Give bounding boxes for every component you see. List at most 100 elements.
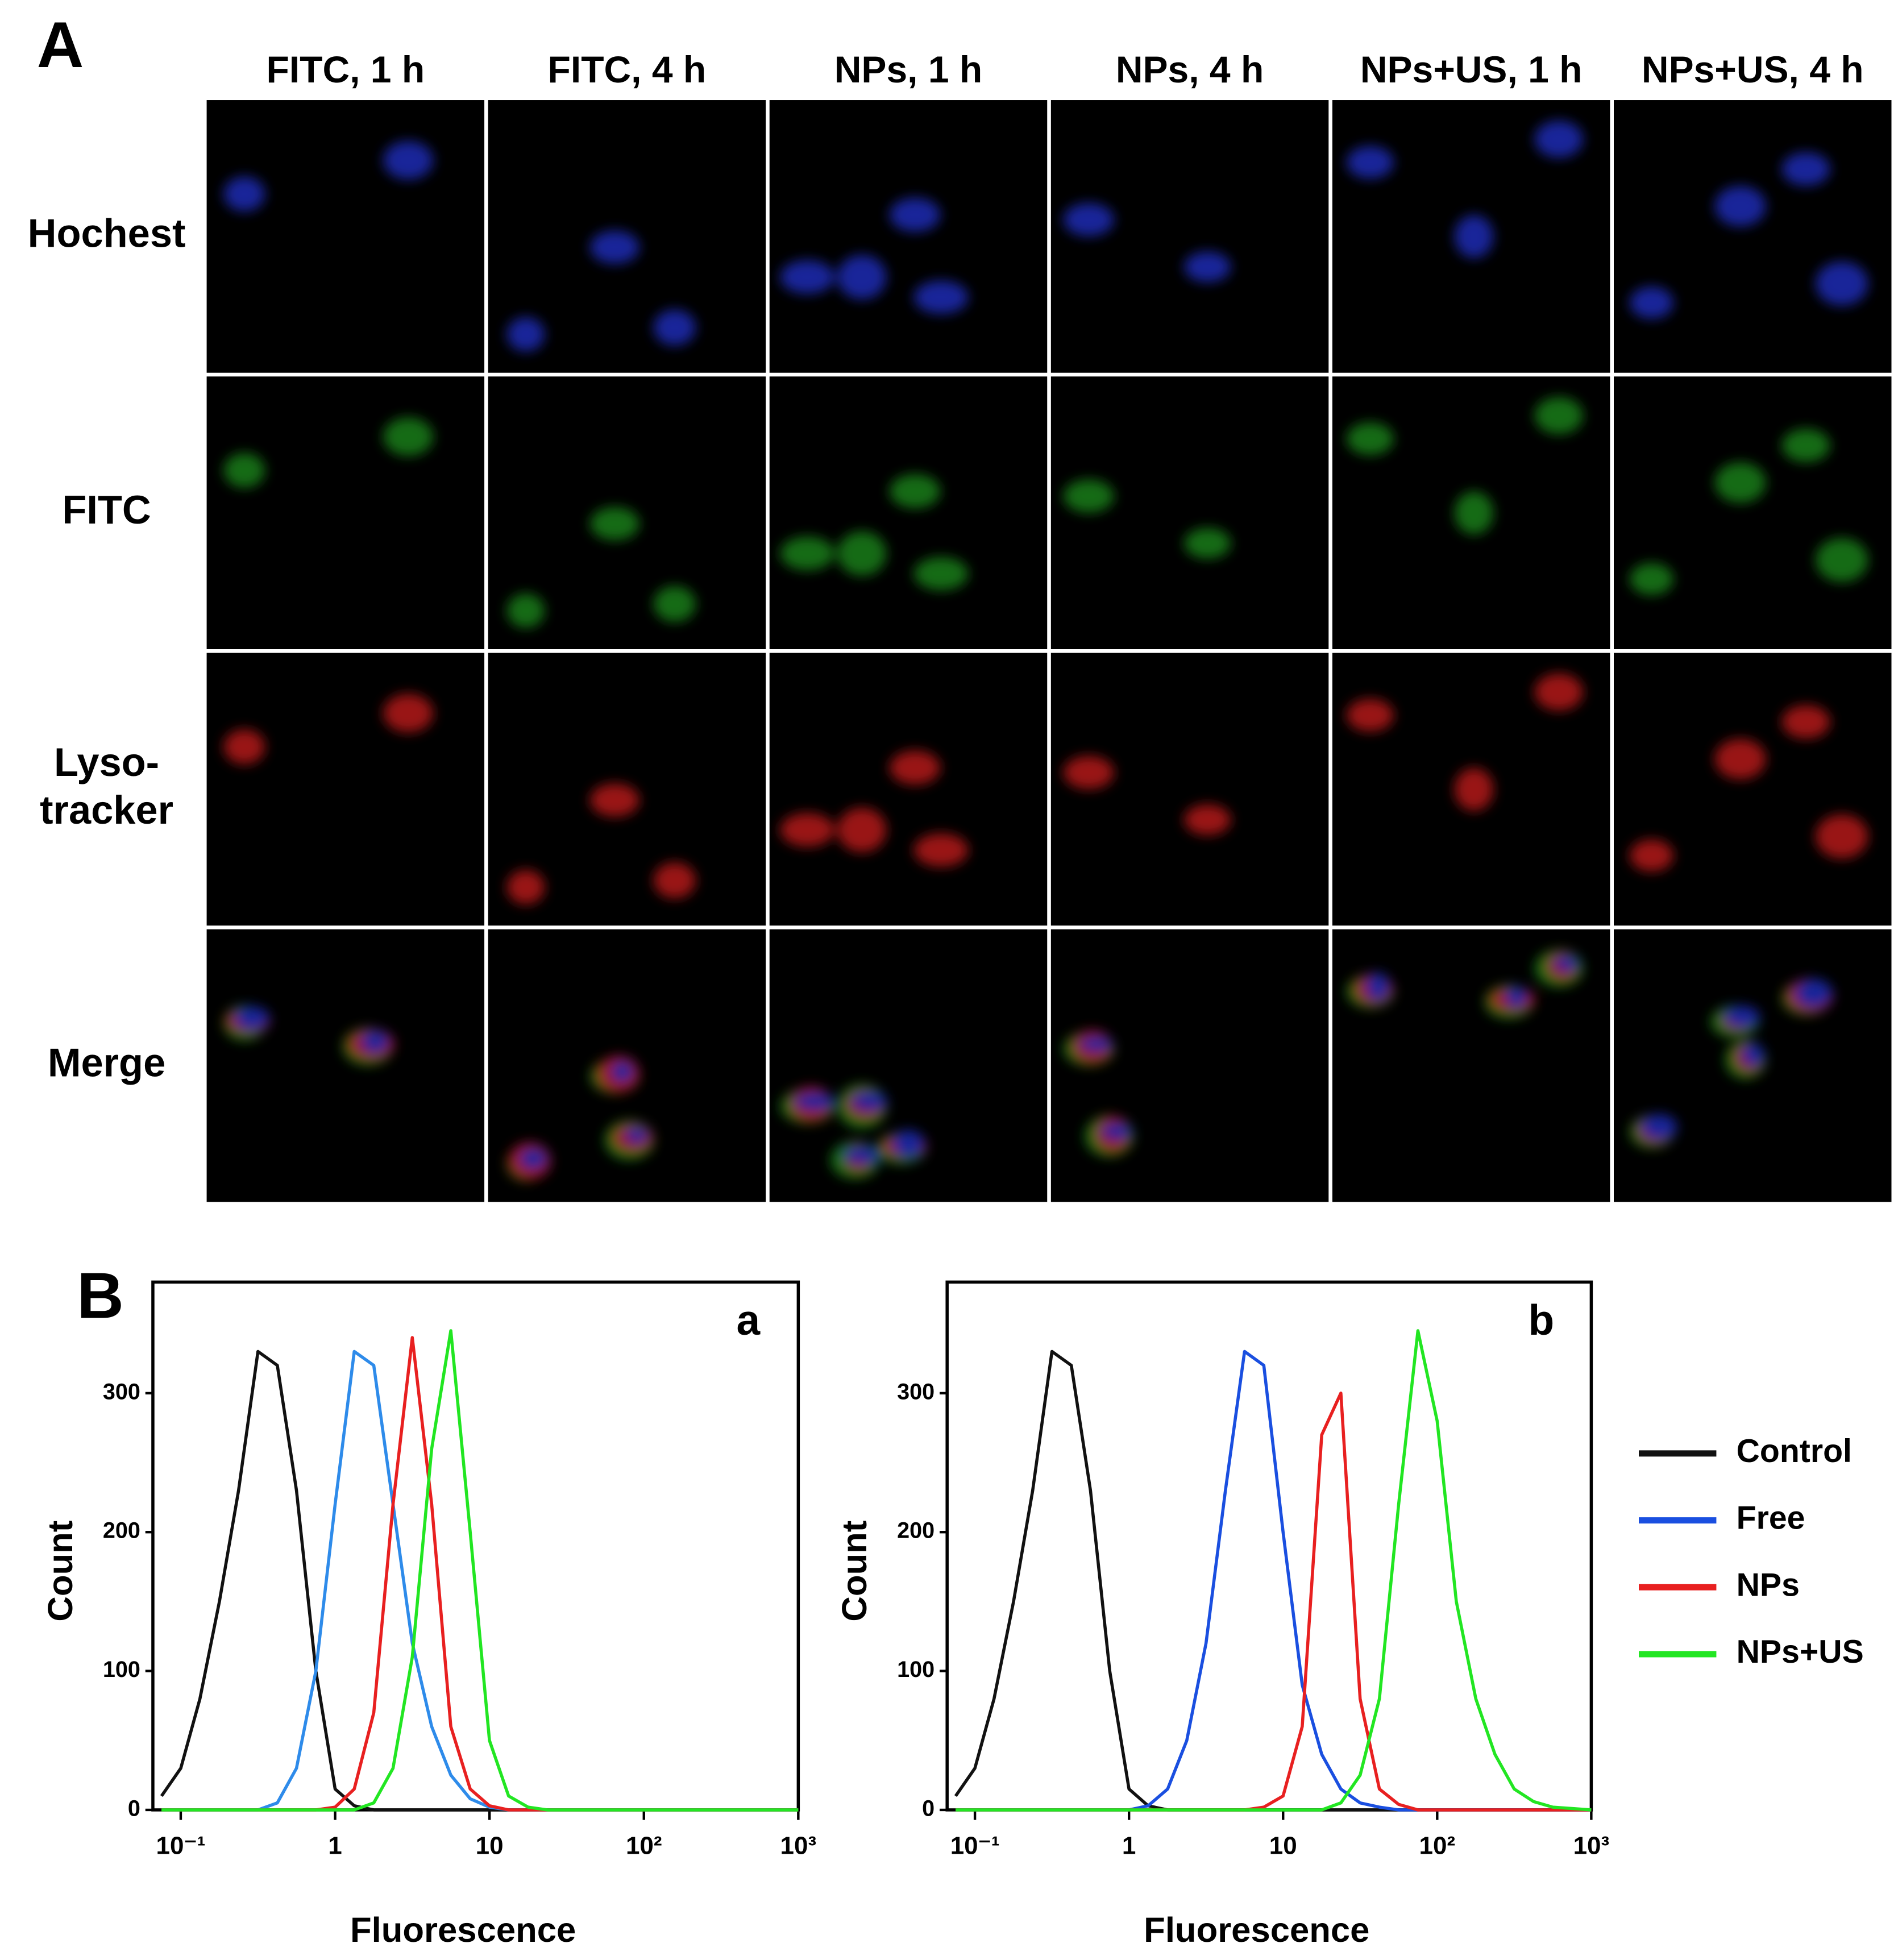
cell (1815, 538, 1868, 582)
cell (383, 694, 434, 733)
cell (506, 317, 545, 352)
micrograph (206, 376, 485, 649)
column-header: NPs+US, 4 h (1642, 48, 1864, 90)
cell (653, 862, 696, 899)
cell (1365, 973, 1390, 1001)
cell (913, 833, 969, 867)
cell (837, 255, 887, 300)
micrograph (769, 376, 1048, 649)
cell (889, 474, 941, 509)
x-tick-label: 10⁻¹ (156, 1832, 206, 1860)
y-tick-label: 100 (897, 1657, 935, 1682)
histogram-line (956, 1329, 1592, 1812)
x-tick-label: 10² (626, 1832, 662, 1860)
cells (780, 1084, 927, 1179)
cell (1781, 152, 1830, 186)
cell (1063, 479, 1114, 513)
cells (506, 230, 696, 352)
x-tick-label: 10³ (1573, 1832, 1610, 1860)
cell (892, 1130, 925, 1157)
cell (1781, 429, 1830, 462)
cell (1630, 839, 1673, 872)
cell (1534, 121, 1583, 158)
micrograph (1050, 653, 1329, 926)
panel-label: A (37, 9, 84, 81)
legend-label: NPs+US (1737, 1634, 1864, 1670)
row-label: Lyso- (54, 740, 159, 784)
cell (780, 536, 834, 571)
cells (1630, 429, 1868, 595)
row-label: Hochest (28, 210, 186, 255)
micrograph (1614, 100, 1892, 373)
y-tick-label: 200 (897, 1518, 935, 1543)
cell (1454, 215, 1494, 258)
x-tick-label: 1 (328, 1832, 342, 1860)
cell (851, 1091, 887, 1111)
cell (1454, 767, 1494, 811)
cell (234, 1006, 269, 1030)
cells (223, 141, 434, 211)
micrograph (1050, 929, 1329, 1202)
micrograph (1050, 376, 1329, 649)
cells (1346, 121, 1583, 258)
y-axis-label: Count (41, 1521, 80, 1622)
cell (520, 1148, 547, 1169)
cells (223, 417, 434, 488)
cells (1063, 755, 1231, 836)
row-label: tracker (40, 787, 173, 832)
cell (506, 593, 545, 628)
micrograph (769, 100, 1048, 373)
y-tick-label: 0 (922, 1796, 935, 1821)
cells (1346, 950, 1583, 1019)
panel-letter: a (737, 1296, 761, 1344)
y-tick-label: 300 (103, 1379, 140, 1404)
x-axis-label: Fluorescence (1144, 1911, 1369, 1950)
cells (1346, 397, 1583, 535)
cells (223, 694, 434, 765)
x-axis-label: Fluorescence (350, 1911, 576, 1950)
cells (1063, 203, 1231, 283)
cells (780, 474, 969, 591)
legend-label: Free (1737, 1500, 1805, 1537)
micrograph (1614, 376, 1892, 649)
cell (1724, 1006, 1760, 1028)
legend-label: Control (1737, 1433, 1852, 1469)
cells (1630, 152, 1868, 319)
histogram-line (160, 1349, 799, 1812)
cell (1063, 203, 1114, 236)
cell (1630, 563, 1673, 595)
x-tick-label: 10² (1419, 1832, 1456, 1860)
histogram-line (956, 1349, 1592, 1812)
cells (1630, 705, 1868, 872)
cell (795, 1092, 835, 1111)
histogram-line (161, 1349, 799, 1812)
cell (653, 309, 696, 346)
x-tick-label: 10 (476, 1832, 504, 1860)
cells (506, 1056, 654, 1181)
cell (1781, 705, 1830, 739)
column-header: NPs, 4 h (1116, 48, 1264, 90)
cell (611, 1061, 633, 1082)
cell (223, 452, 265, 488)
cell (1184, 251, 1231, 283)
cells (1346, 673, 1583, 811)
panel-label: B (77, 1260, 124, 1332)
cell (1795, 978, 1833, 1008)
row-label: FITC (62, 487, 151, 532)
plot-frame (151, 1280, 800, 1812)
cell (1630, 286, 1673, 319)
cell (589, 507, 639, 541)
column-header: FITC, 1 h (266, 48, 425, 90)
cell (223, 729, 265, 765)
cell (653, 585, 696, 622)
cell (1063, 755, 1114, 790)
y-tick-label: 100 (103, 1657, 140, 1682)
cell (1346, 422, 1394, 455)
legend-label: NPs (1737, 1567, 1800, 1603)
cells (506, 783, 696, 904)
cell (1346, 146, 1394, 179)
cell (1554, 956, 1579, 971)
cell (1815, 814, 1868, 859)
cell (780, 813, 834, 847)
